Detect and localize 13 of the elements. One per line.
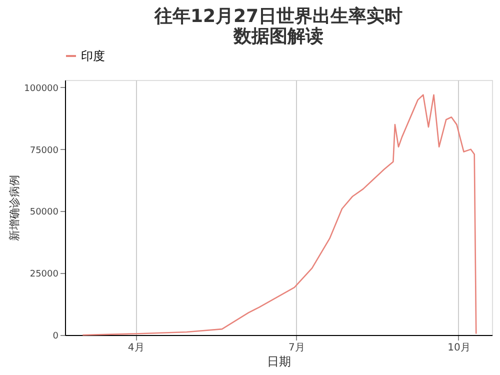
x-tick-label: 7月 (288, 342, 305, 354)
y-tick-label: 75000 (30, 146, 59, 156)
line-series (82, 94, 477, 336)
x-axis-title: 日期 (267, 354, 291, 368)
x-tick-label: 4月 (128, 342, 144, 354)
x-tick-label: 10月 (448, 342, 470, 354)
legend-label: 印度 (81, 49, 105, 63)
y-tick-label: 25000 (30, 270, 59, 280)
y-tick-label: 50000 (30, 208, 59, 218)
chart-title: 往年12月27日世界出生率实时数据图解读 (153, 6, 403, 47)
y-axis-title: 新增确诊病例 (8, 175, 22, 241)
y-tick-label: 0 (52, 332, 59, 342)
y-tick-label: 100000 (24, 84, 59, 94)
